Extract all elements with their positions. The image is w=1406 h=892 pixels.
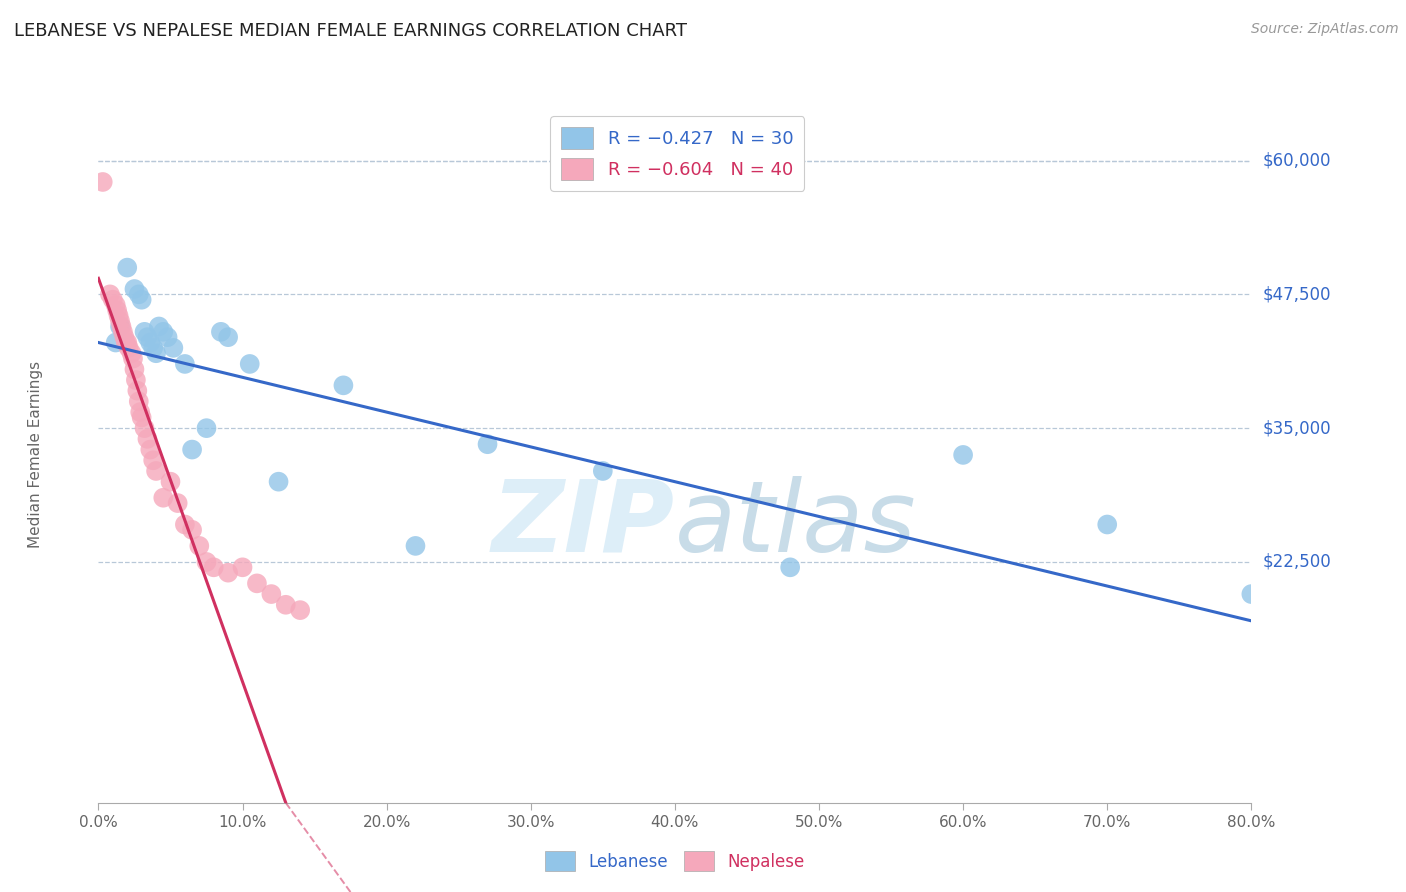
Point bbox=[128, 287, 150, 301]
Point bbox=[145, 346, 167, 360]
Point bbox=[139, 335, 162, 350]
Point bbox=[217, 330, 239, 344]
Point bbox=[148, 319, 170, 334]
Point bbox=[134, 421, 156, 435]
Point bbox=[105, 303, 128, 318]
Point bbox=[267, 475, 290, 489]
Point bbox=[107, 309, 129, 323]
Point bbox=[108, 314, 131, 328]
Point bbox=[121, 346, 143, 360]
Point bbox=[142, 453, 165, 467]
Point bbox=[231, 560, 254, 574]
Point bbox=[174, 517, 197, 532]
Point bbox=[108, 319, 131, 334]
Text: $47,500: $47,500 bbox=[1263, 285, 1331, 303]
Point bbox=[290, 603, 312, 617]
Text: $35,000: $35,000 bbox=[1263, 419, 1331, 437]
Point bbox=[128, 394, 150, 409]
Point bbox=[129, 405, 152, 419]
Point bbox=[101, 293, 124, 307]
Point bbox=[152, 325, 174, 339]
Point bbox=[592, 464, 614, 478]
Point bbox=[195, 555, 218, 569]
Point bbox=[156, 330, 179, 344]
Point bbox=[202, 560, 225, 574]
Point bbox=[111, 325, 134, 339]
Point bbox=[110, 319, 132, 334]
Point bbox=[209, 325, 232, 339]
Point bbox=[181, 442, 204, 457]
Point bbox=[131, 410, 153, 425]
Point bbox=[1097, 517, 1119, 532]
Point bbox=[779, 560, 801, 574]
Point bbox=[332, 378, 354, 392]
Point bbox=[139, 442, 162, 457]
Point bbox=[152, 491, 174, 505]
Text: Median Female Earnings: Median Female Earnings bbox=[28, 361, 42, 549]
Point bbox=[104, 298, 127, 312]
Point bbox=[124, 282, 146, 296]
Point bbox=[136, 432, 159, 446]
Point bbox=[117, 260, 138, 275]
Point bbox=[122, 351, 145, 366]
Point bbox=[117, 335, 138, 350]
Point bbox=[98, 287, 121, 301]
Text: Source: ZipAtlas.com: Source: ZipAtlas.com bbox=[1251, 22, 1399, 37]
Text: $60,000: $60,000 bbox=[1263, 152, 1331, 169]
Point bbox=[134, 325, 156, 339]
Text: $22,500: $22,500 bbox=[1263, 553, 1331, 571]
Point bbox=[166, 496, 188, 510]
Point bbox=[112, 330, 135, 344]
Point bbox=[174, 357, 197, 371]
Point bbox=[142, 341, 165, 355]
Point bbox=[274, 598, 297, 612]
Legend: Lebanese, Nepalese: Lebanese, Nepalese bbox=[538, 845, 811, 878]
Point bbox=[239, 357, 262, 371]
Point bbox=[91, 175, 114, 189]
Point bbox=[217, 566, 239, 580]
Point bbox=[260, 587, 283, 601]
Point bbox=[181, 523, 204, 537]
Point bbox=[162, 341, 184, 355]
Point bbox=[114, 335, 136, 350]
Text: LEBANESE VS NEPALESE MEDIAN FEMALE EARNINGS CORRELATION CHART: LEBANESE VS NEPALESE MEDIAN FEMALE EARNI… bbox=[14, 22, 688, 40]
Text: atlas: atlas bbox=[675, 476, 917, 573]
Point bbox=[127, 384, 149, 398]
Point bbox=[136, 330, 159, 344]
Point bbox=[195, 421, 218, 435]
Point bbox=[125, 373, 148, 387]
Point bbox=[145, 464, 167, 478]
Text: ZIP: ZIP bbox=[492, 476, 675, 573]
Point bbox=[131, 293, 153, 307]
Point bbox=[952, 448, 974, 462]
Point bbox=[405, 539, 427, 553]
Point bbox=[159, 475, 181, 489]
Point bbox=[477, 437, 499, 451]
Point bbox=[118, 341, 141, 355]
Point bbox=[104, 335, 127, 350]
Point bbox=[188, 539, 211, 553]
Point bbox=[246, 576, 269, 591]
Point bbox=[124, 362, 146, 376]
Point bbox=[1240, 587, 1263, 601]
